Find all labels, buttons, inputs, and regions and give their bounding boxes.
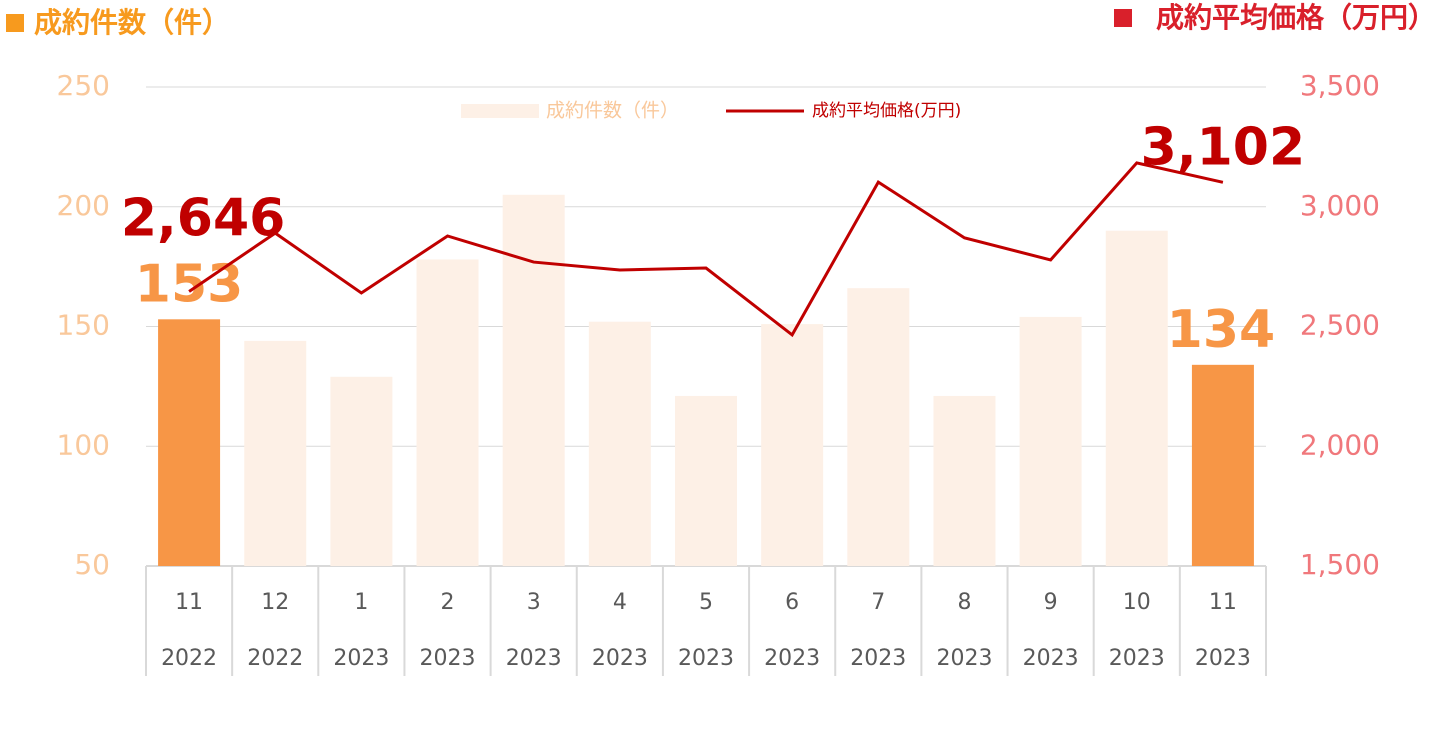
y-tick-label: 200	[57, 189, 110, 222]
x-group-label: 2023	[333, 646, 389, 671]
bar	[588, 321, 651, 566]
bar	[502, 194, 565, 566]
y-label-marker	[6, 14, 24, 32]
x-tick-label: 6	[785, 590, 799, 615]
bar	[675, 395, 737, 566]
x-group-label: 2023	[1195, 646, 1251, 671]
x-tick-label: 12	[261, 590, 289, 615]
legend-label: 成約平均価格(万円)	[812, 101, 961, 121]
legend-swatch	[461, 104, 539, 118]
x-group-label: 2023	[1023, 646, 1079, 671]
x-tick-label: 1	[354, 590, 368, 615]
bar	[847, 288, 910, 566]
y2-label-marker	[1114, 9, 1132, 27]
bar	[1191, 364, 1254, 566]
bar	[1019, 316, 1082, 566]
x-tick-label: 10	[1123, 590, 1151, 615]
bar-value-label: 134	[1167, 300, 1276, 360]
bar-value-label: 153	[135, 254, 244, 314]
x-tick-label: 5	[699, 590, 713, 615]
line-value-label: 2,646	[121, 189, 285, 249]
x-group-label: 2023	[764, 646, 820, 671]
x-group-label: 2022	[161, 646, 217, 671]
y2-tick-label: 1,500	[1300, 548, 1380, 581]
y-tick-label: 150	[57, 309, 110, 342]
y-axis-title: 成約件数（件）	[34, 6, 230, 39]
x-group-label: 2023	[1109, 646, 1165, 671]
y2-axis-title: 成約平均価格（万円）	[1156, 1, 1436, 34]
bar	[416, 259, 479, 566]
x-tick-label: 11	[1209, 590, 1237, 615]
x-tick-label: 2	[441, 590, 455, 615]
y-tick-label: 50	[74, 548, 110, 581]
bar	[330, 376, 393, 566]
legend-label: 成約件数（件）	[546, 100, 679, 122]
bar	[158, 319, 221, 566]
line-value-label: 3,102	[1141, 117, 1305, 177]
x-tick-label: 3	[527, 590, 541, 615]
x-tick-label: 4	[613, 590, 627, 615]
y-tick-label: 250	[57, 69, 110, 102]
x-group-label: 2023	[506, 646, 562, 671]
x-group-label: 2023	[420, 646, 476, 671]
y2-tick-label: 2,500	[1300, 309, 1380, 342]
y-tick-label: 100	[57, 428, 110, 461]
x-group-label: 2023	[592, 646, 648, 671]
y2-tick-label: 3,000	[1300, 189, 1380, 222]
line	[188, 161, 1224, 338]
x-group-label: 2022	[247, 646, 303, 671]
bar	[933, 395, 996, 566]
y2-tick-label: 3,500	[1300, 69, 1380, 102]
x-tick-label: 8	[957, 590, 971, 615]
x-tick-label: 7	[871, 590, 885, 615]
x-group-label: 2023	[678, 646, 734, 671]
y2-tick-label: 2,000	[1300, 428, 1380, 461]
x-group-label: 2023	[936, 646, 992, 671]
bar	[244, 340, 307, 566]
x-group-label: 2023	[850, 646, 906, 671]
bar	[761, 324, 824, 566]
x-tick-label: 11	[175, 590, 203, 615]
bar	[1105, 230, 1168, 566]
x-tick-label: 9	[1044, 590, 1058, 615]
